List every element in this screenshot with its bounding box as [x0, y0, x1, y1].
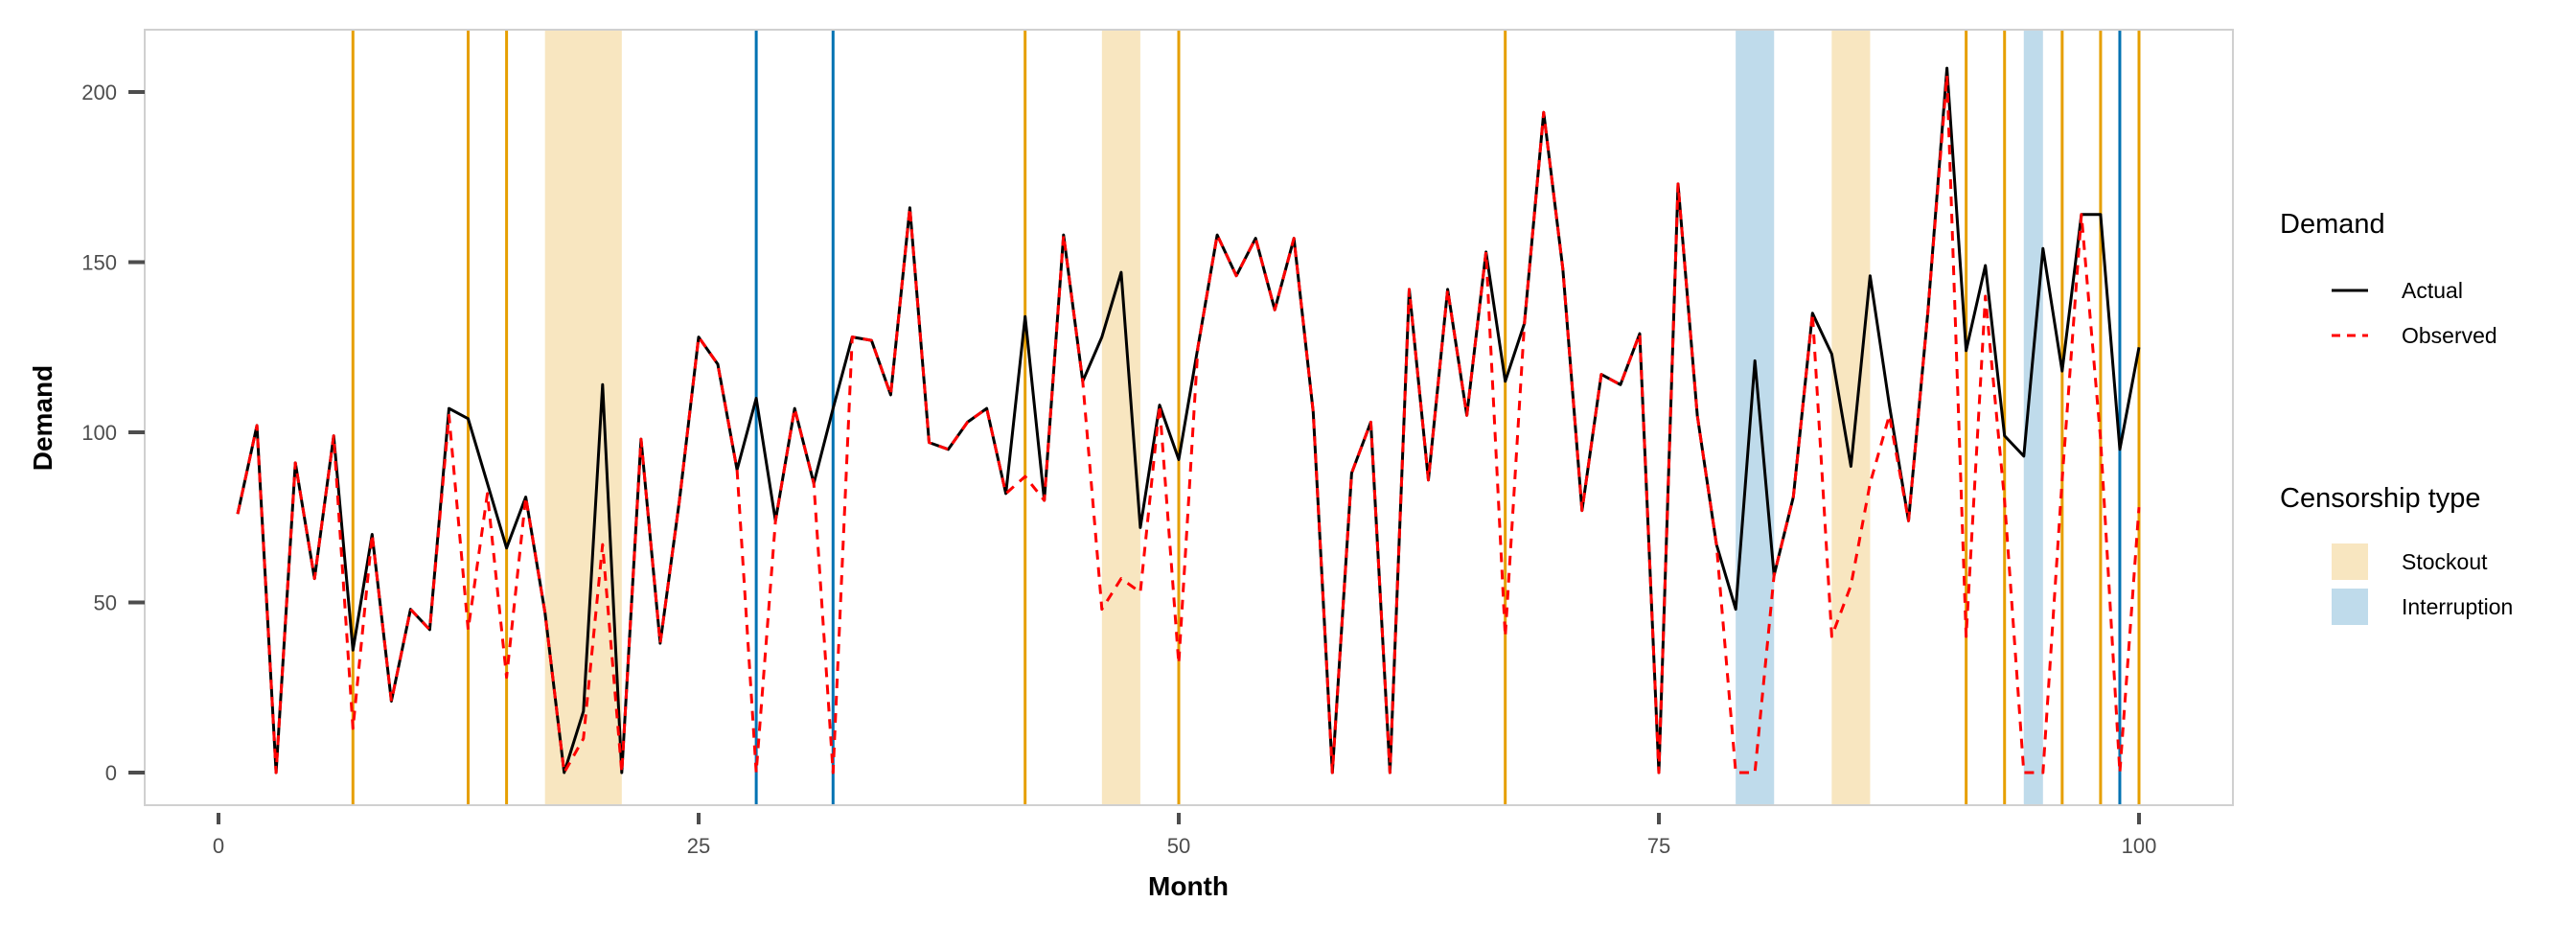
y-axis: 0 50 100 150 200 [81, 81, 145, 785]
y-tick-label: 0 [105, 761, 117, 785]
legend-censorship-title: Censorship type [2280, 483, 2481, 514]
series-observed [236, 73, 2141, 775]
x-tick-label: 0 [213, 834, 224, 858]
legend-label-stockout: Stockout [2402, 549, 2488, 574]
censorship-band-stockout [544, 30, 622, 805]
x-tick-label: 25 [687, 834, 710, 858]
censorship-band-stockout [1101, 30, 1140, 805]
legend-swatch-interruption [2332, 589, 2368, 625]
censorship-band-interruption [1736, 30, 1775, 805]
censorship-band-stockout [1831, 30, 1871, 805]
x-tick-label: 75 [1647, 834, 1670, 858]
series-lines [236, 66, 2141, 775]
x-tick-label: 50 [1167, 834, 1190, 858]
legend: Demand Actual Observed Censorship type S… [2280, 209, 2513, 625]
legend-swatch-stockout [2332, 543, 2368, 580]
y-axis-title: Demand [28, 365, 58, 471]
y-tick-label: 200 [81, 81, 117, 104]
x-axis-title: Month [1148, 871, 1229, 901]
legend-label-observed: Observed [2402, 323, 2497, 348]
censorship-event-lines [351, 30, 2141, 805]
y-tick-label: 100 [81, 421, 117, 445]
y-tick-label: 50 [94, 591, 117, 615]
x-axis: 0 25 50 75 100 [213, 813, 2156, 858]
censorship-bands [544, 30, 2043, 805]
censorship-band-interruption [2023, 30, 2043, 805]
legend-demand-title: Demand [2280, 209, 2385, 240]
y-tick-label: 150 [81, 251, 117, 275]
panel-border [144, 29, 2234, 806]
x-tick-label: 100 [2122, 834, 2157, 858]
legend-label-interruption: Interruption [2402, 594, 2513, 619]
legend-label-actual: Actual [2402, 278, 2463, 303]
